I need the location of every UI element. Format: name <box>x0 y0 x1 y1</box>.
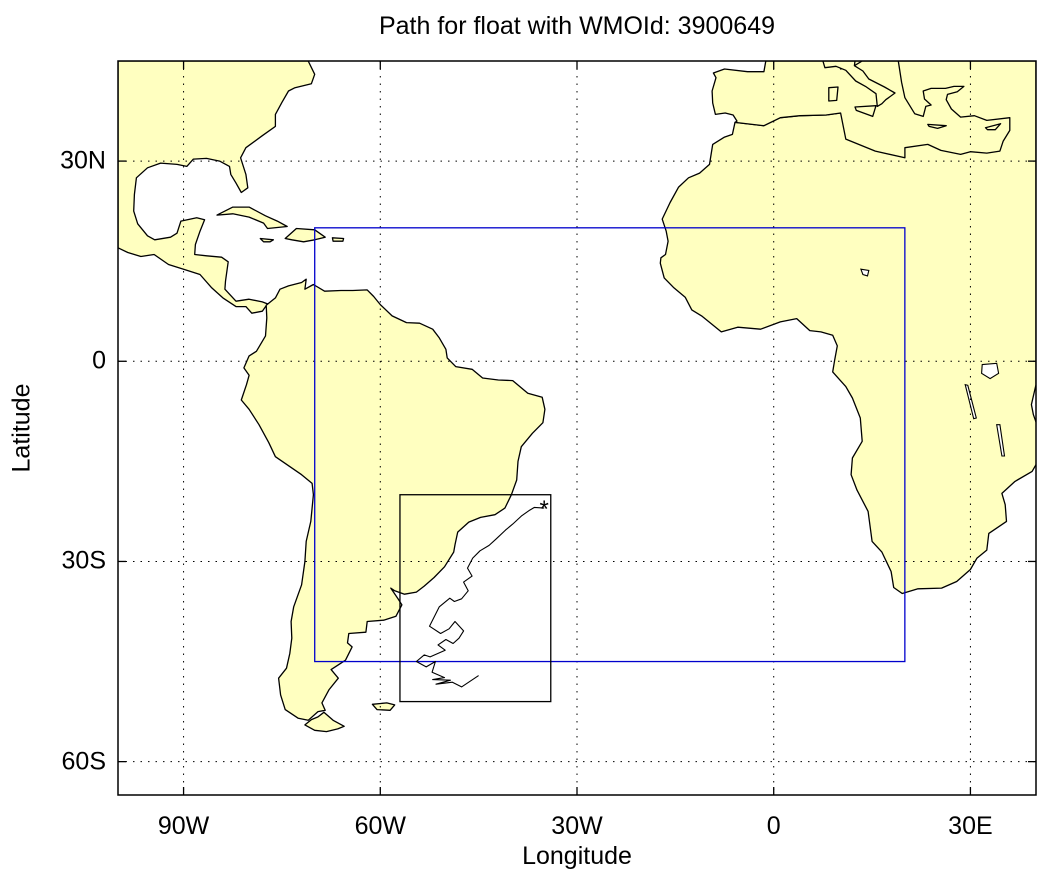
outer-region-box <box>314 227 906 663</box>
landmass-italy <box>822 61 896 108</box>
x-axis-label: Longitude <box>522 842 632 870</box>
y-tick-label: 30S <box>61 546 106 575</box>
lake-malawi <box>996 424 1006 457</box>
landmass-crete <box>927 123 947 130</box>
landmass-africa <box>659 61 1036 595</box>
grid-layer <box>118 61 1036 795</box>
y-tick-label: 30N <box>60 146 106 175</box>
float-track-layer: * <box>415 496 549 688</box>
chart-title: Path for float with WMOId: 3900649 <box>378 12 776 40</box>
landmass-sicily <box>854 105 877 118</box>
landmass-puerto-rico <box>331 237 345 242</box>
x-tick-label: 60W <box>354 812 406 840</box>
inner-region-box <box>399 494 552 703</box>
landmass-tierra-del-fuego <box>304 711 345 733</box>
y-tick-label: 0 <box>92 346 106 375</box>
region-boxes <box>314 227 906 703</box>
x-tick-label: 30E <box>948 812 993 840</box>
x-tick-label: 90W <box>157 812 210 840</box>
x-tick-label: 0 <box>766 812 781 840</box>
land-layer <box>118 61 1036 733</box>
y-axis-label: Latitude <box>7 383 36 473</box>
landmass-sardinia <box>828 86 839 102</box>
tick-marks <box>118 61 1036 795</box>
landmass-north-america <box>118 61 316 314</box>
lake-chad <box>860 268 870 277</box>
lake-victoria <box>981 362 1000 380</box>
landmass-south-america <box>240 278 546 721</box>
landmass-jamaica <box>259 237 275 243</box>
landmass-falklands <box>371 702 396 711</box>
y-tick-label: 60S <box>61 747 106 776</box>
float-track-line <box>415 506 545 688</box>
float-start-marker: * <box>540 496 549 523</box>
x-tick-label: 30W <box>551 812 603 840</box>
landmass-cyprus <box>984 123 1002 131</box>
landmass-cuba <box>216 206 288 230</box>
